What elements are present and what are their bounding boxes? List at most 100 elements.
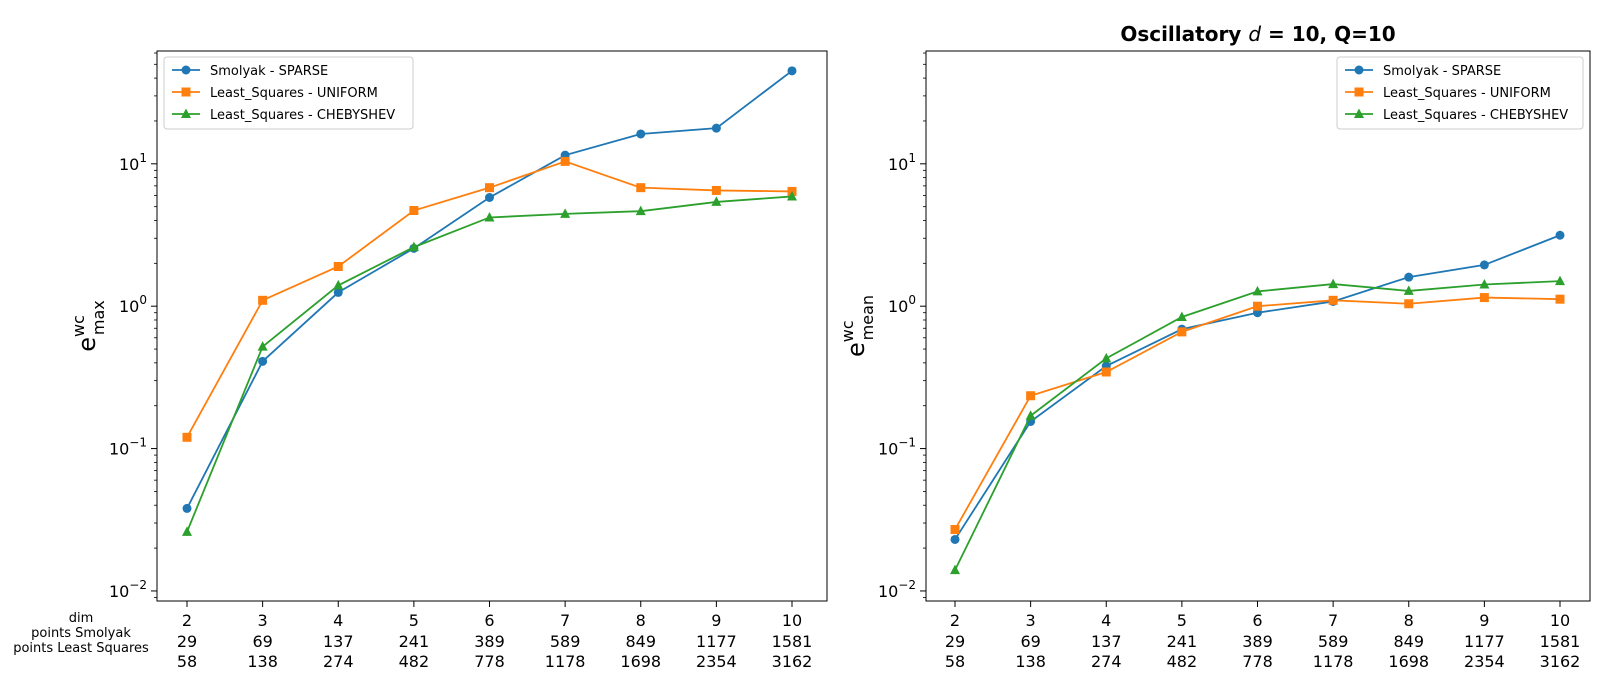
x-tick-label-dim: 4 [333,611,343,630]
data-point-0-1 [258,356,268,366]
y-tick-label: 101 [888,151,916,174]
data-point-2-1 [1025,410,1036,420]
x-tick-label-points-least-squares: 778 [474,652,505,671]
plot-mean-error-y-label-base: e [842,342,870,357]
plot-max-error-series [182,66,797,536]
x-tick-label-points-smolyak: 389 [1242,632,1273,651]
x-tick-label-points-smolyak: 241 [399,632,430,651]
x-tick-label-points-least-squares: 274 [1091,652,1122,671]
x-tick-label-points-least-squares: 482 [1167,652,1198,671]
x-tick-label-points-least-squares: 2354 [696,652,737,671]
y-tick-exponent: 1 [908,151,916,165]
y-tick-label: 10−2 [109,578,147,601]
data-point-0-8 [787,66,797,76]
data-point-2-0 [950,564,960,575]
y-tick-mantissa: 10 [878,440,898,459]
x-tick-label-points-least-squares: 1698 [1388,652,1429,671]
legend-marker-0 [181,65,191,75]
x-tick-label-points-smolyak: 589 [1318,632,1349,651]
data-point-1-6 [636,183,646,193]
title-suffix: = 10, Q=10 [1261,22,1396,46]
x-table-row-labels: dim points Smolyak points Least Squares [13,611,149,656]
x-tick-label-points-least-squares: 58 [177,652,197,671]
data-point-2-1 [257,341,268,351]
legend-marker-0 [1354,65,1364,75]
data-point-2-3 [408,241,419,252]
data-point-2-6 [1403,285,1414,295]
plot-mean-error-y-label: ewcmean [838,295,877,357]
legend-label-1: Least_Squares - UNIFORM [210,86,378,101]
data-point-2-7 [1479,279,1490,289]
x-tick-label-points-smolyak: 589 [550,632,581,651]
series-line-0 [954,234,1561,540]
x-tick-label-points-smolyak: 137 [323,632,354,651]
x-tick-label-dim: 5 [409,611,419,630]
x-tick-label-dim: 9 [711,611,721,630]
x-tick-label-points-smolyak: 137 [1091,632,1122,651]
data-point-1-0 [182,432,192,442]
x-tick-label-dim: 6 [1252,611,1262,630]
data-point-1-3 [1177,327,1187,337]
x-tick-label-points-least-squares: 58 [945,652,965,671]
y-tick-exponent: 0 [908,293,916,307]
y-tick-exponent: 0 [139,293,147,307]
legend-frame [1336,56,1584,130]
row-label-points-smolyak: points Smolyak [31,626,131,641]
data-point-1-7 [711,185,721,195]
x-tick-label-points-least-squares: 138 [1015,652,1046,671]
plot-max-error-axes-frame [156,50,828,602]
y-tick-exponent: −1 [898,436,916,450]
x-tick-label-points-smolyak: 1177 [696,632,737,651]
plot-max-error-y-label-sub: max [89,300,108,335]
y-tick-mantissa: 10 [119,155,139,174]
y-tick-label: 10−1 [878,436,916,459]
data-point-1-1 [1026,391,1036,401]
x-tick-label-points-smolyak: 849 [1393,632,1424,651]
x-tick-label-dim: 10 [1550,611,1570,630]
data-point-2-3 [1176,311,1187,321]
x-tick-label-dim: 4 [1101,611,1111,630]
x-tick-label-dim: 3 [1026,611,1036,630]
x-tick-label-points-smolyak: 29 [177,632,197,651]
data-point-2-4 [1252,285,1263,296]
data-point-1-8 [1555,294,1565,304]
x-tick-label-points-smolyak: 69 [1020,632,1040,651]
y-tick-mantissa: 10 [109,582,129,601]
data-point-1-5 [1328,295,1338,305]
x-tick-label-points-least-squares: 482 [399,652,430,671]
data-point-0-7 [711,123,721,133]
y-tick-mantissa: 10 [888,297,908,316]
x-tick-label-points-least-squares: 1698 [620,652,661,671]
x-tick-label-points-least-squares: 1178 [1313,652,1354,671]
data-point-0-6 [1404,272,1414,282]
x-tick-label-points-smolyak: 1581 [772,632,813,651]
data-point-1-1 [258,295,268,305]
data-point-0-6 [636,129,646,139]
row-label-points-least-squares: points Least Squares [13,641,149,656]
data-point-2-5 [1328,278,1339,289]
x-tick-label-points-smolyak: 69 [252,632,272,651]
x-tick-label-points-smolyak: 1581 [1540,632,1581,651]
x-tick-label-dim: 10 [782,611,802,630]
x-tick-label-dim: 9 [1479,611,1489,630]
data-point-1-2 [1101,367,1111,377]
y-tick-label: 100 [888,293,916,316]
x-tick-label-points-least-squares: 2354 [1464,652,1505,671]
y-tick-mantissa: 10 [878,582,898,601]
title-variable: d [1248,22,1261,46]
data-point-1-4 [485,183,494,193]
data-point-0-7 [1479,260,1489,270]
row-label-dim: dim [69,611,94,626]
plot-max-error-y-label-base: e [73,337,101,352]
data-point-0-8 [1555,230,1565,240]
legend-label-0: Smolyak - SPARSE [1383,64,1501,79]
y-tick-label: 10−1 [109,436,147,459]
legend-label-2: Least_Squares - CHEBYSHEV [1383,108,1568,123]
data-point-2-2 [1101,352,1112,363]
x-tick-label-points-least-squares: 3162 [1540,652,1581,671]
data-point-2-2 [333,279,344,290]
x-tick-label-dim: 8 [636,611,646,630]
